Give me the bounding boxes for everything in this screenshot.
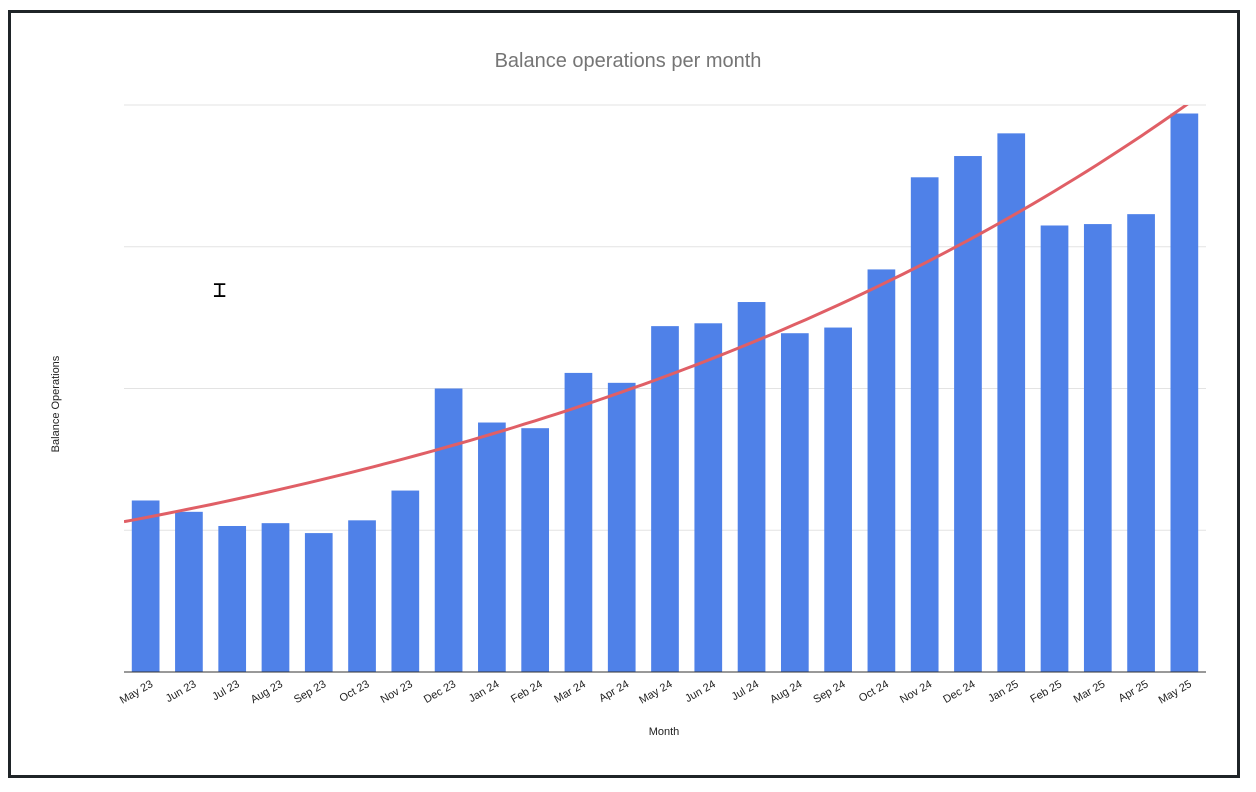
bar: [261, 523, 290, 672]
x-axis-label: Month: [648, 726, 680, 738]
bar: [131, 500, 160, 672]
x-tick-label: May 25: [1157, 678, 1194, 706]
bar: [1170, 113, 1199, 672]
x-tick-label: May 24: [637, 678, 674, 706]
bar: [175, 511, 203, 672]
x-tick-label: Nov 23: [379, 678, 415, 706]
bar: [737, 302, 766, 672]
bar: [867, 269, 896, 672]
x-tick-label: Apr 25: [1117, 678, 1151, 705]
bar: [910, 177, 939, 673]
bar: [1083, 224, 1112, 672]
bar: [824, 327, 852, 672]
bar: [564, 372, 593, 672]
text-cursor-icon: ⌶: [213, 278, 227, 303]
x-tick-label: Feb 25: [1028, 678, 1064, 706]
x-tick-label: Jan 25: [986, 678, 1021, 705]
bar: [348, 520, 376, 672]
bar: [434, 388, 463, 672]
x-tick-label: Mar 24: [552, 678, 588, 706]
x-tick-label: Sep 23: [292, 678, 328, 706]
bar: [780, 333, 809, 672]
x-tick-label: Jan 24: [467, 678, 502, 705]
bar: [1127, 214, 1155, 672]
trendline: [124, 105, 1189, 524]
x-tick-label: Dec 23: [422, 678, 458, 706]
x-tick-label: Jul 24: [730, 678, 761, 703]
bar: [478, 422, 506, 672]
x-tick-label: Apr 24: [597, 678, 631, 705]
x-tick-label: Jun 23: [164, 678, 199, 705]
bar: [521, 428, 550, 672]
x-tick-label: Oct 23: [337, 678, 371, 705]
bar: [304, 533, 333, 672]
x-tick-label: Feb 24: [509, 678, 545, 706]
x-tick-label: Oct 24: [857, 678, 891, 705]
x-tick-label: Aug 24: [768, 678, 804, 706]
x-tick-label: Aug 23: [249, 678, 285, 706]
bar: [607, 382, 636, 672]
bar: [391, 490, 420, 672]
bar: [1040, 225, 1069, 673]
chart-title: Balance operations per month: [494, 50, 762, 72]
x-tick-label: Nov 24: [898, 678, 934, 706]
bar: [651, 326, 679, 672]
bar: [218, 525, 247, 672]
x-tick-label: Sep 24: [811, 678, 847, 706]
x-tick-label: Jul 23: [210, 678, 241, 703]
x-tick-label: May 23: [118, 678, 155, 706]
x-tick-label: Jun 24: [683, 678, 718, 705]
bar: [694, 323, 723, 672]
bar: [997, 133, 1026, 673]
x-tick-label: Mar 25: [1072, 678, 1108, 706]
x-tick-label: Dec 24: [941, 678, 977, 706]
